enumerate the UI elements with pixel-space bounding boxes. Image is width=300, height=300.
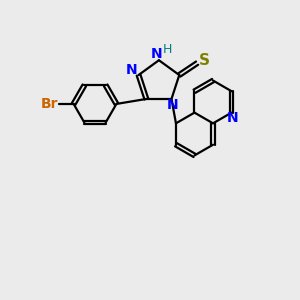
Text: N: N xyxy=(227,111,239,125)
Text: Br: Br xyxy=(41,97,58,111)
Text: S: S xyxy=(199,53,210,68)
Text: H: H xyxy=(163,43,172,56)
Text: N: N xyxy=(167,98,179,112)
Text: N: N xyxy=(151,47,162,61)
Text: N: N xyxy=(126,63,138,77)
